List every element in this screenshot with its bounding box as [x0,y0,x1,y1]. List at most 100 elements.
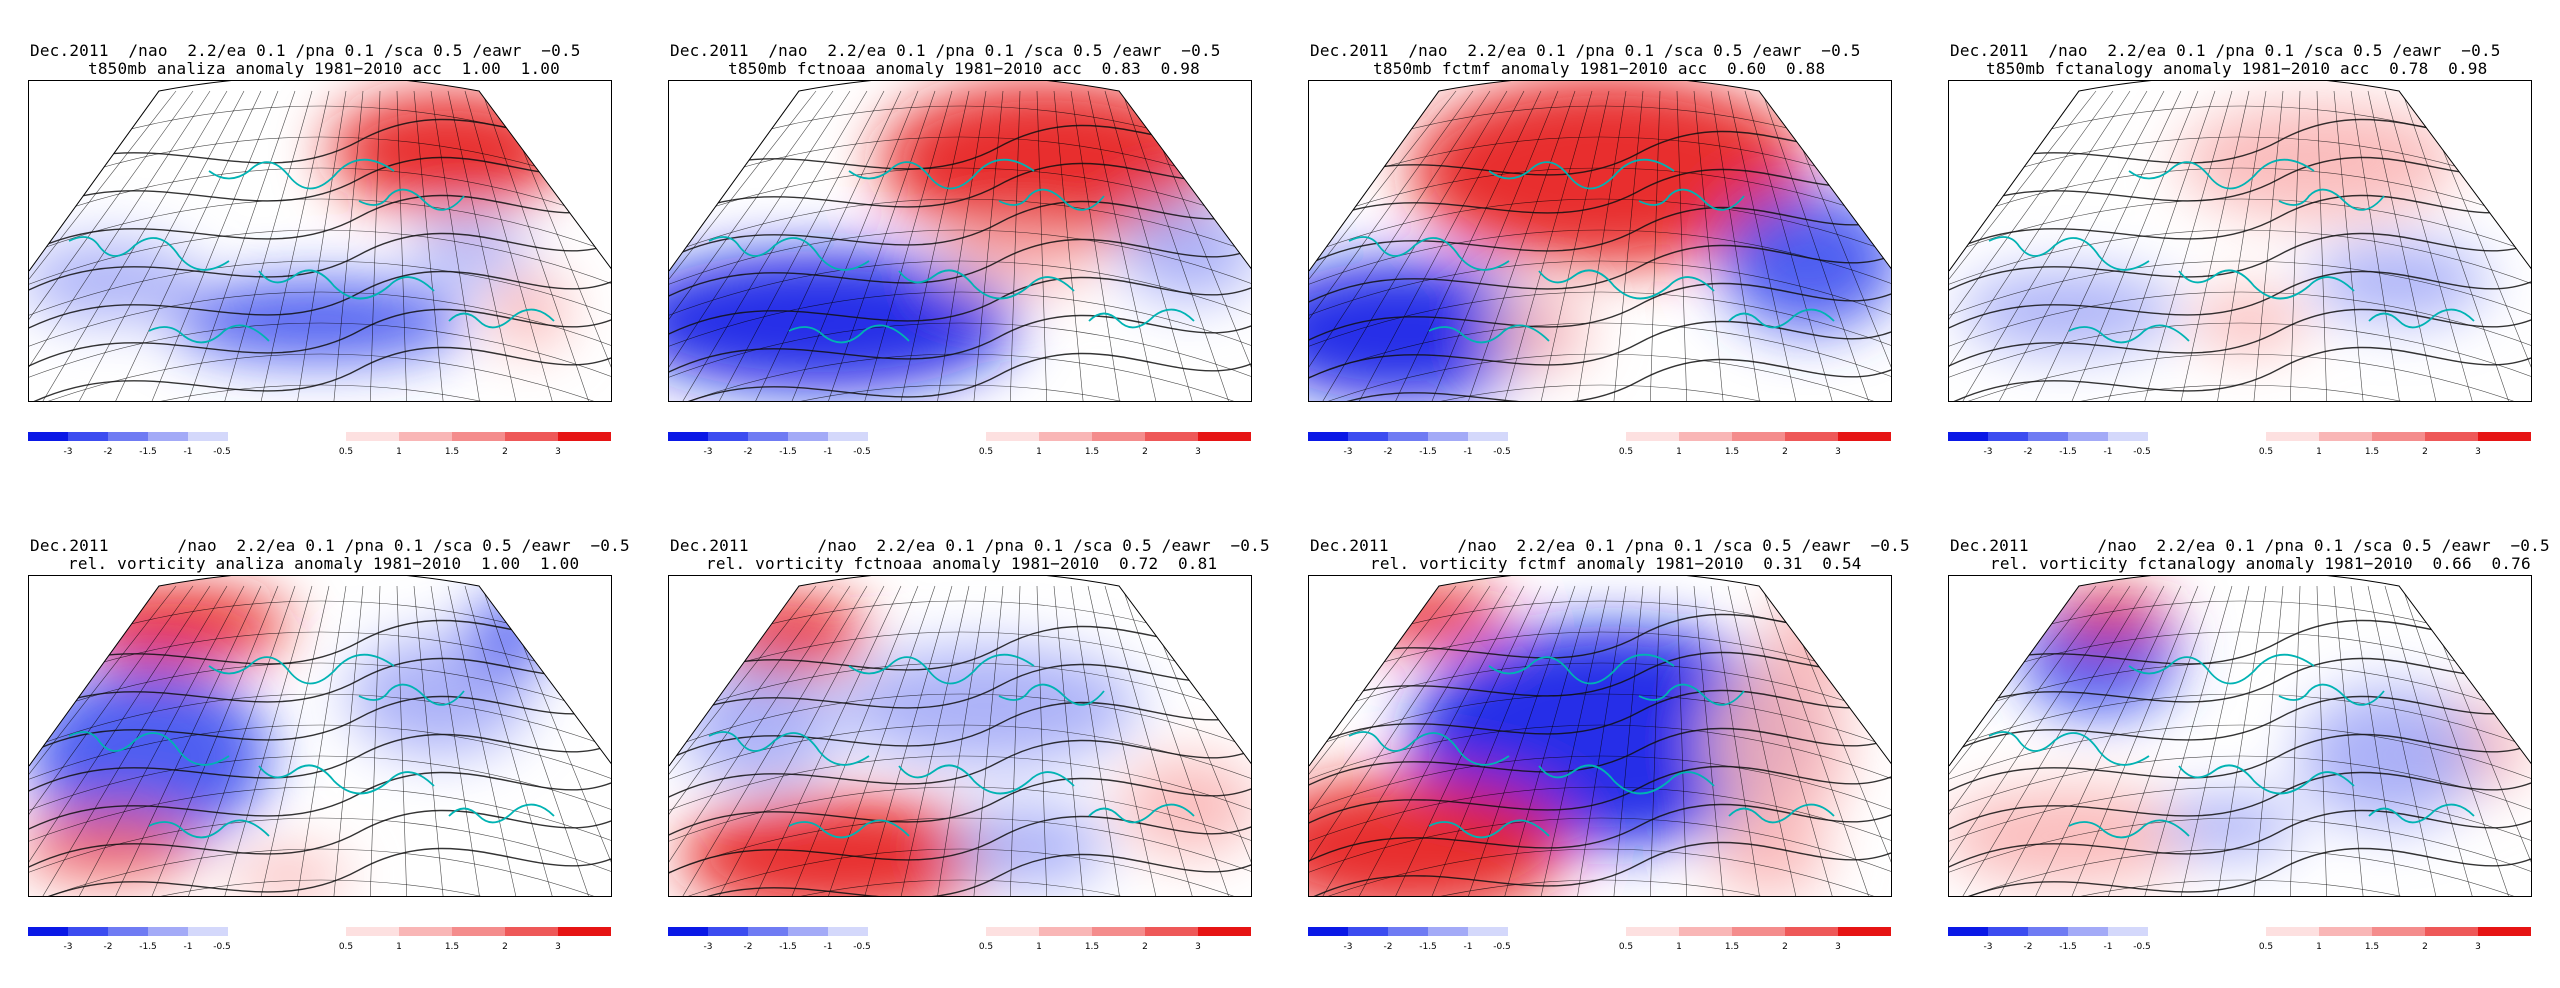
coastline [448,803,555,824]
colorbar-swatch [1092,432,1145,441]
anomaly-shade [709,596,869,676]
coastline [1538,269,1715,300]
colorbar-swatch [708,432,748,441]
colorbar-swatch [1039,432,1092,441]
anomaly-shade [1409,626,1809,846]
colorbar-swatch [399,432,452,441]
colorbar-svg: -3 -2 -1.5 -1 -0.5 0.5 1 1.5 2 3 [28,927,611,952]
colorbar-tick-label: -3 [64,447,73,457]
colorbar-swatch [1988,927,2028,936]
colorbar-tick-label: 1.5 [1085,942,1099,952]
title-line-1: Dec.2011 /nao 2.2/ea 0.1 /pna 0.1 /sca 0… [1310,536,1910,555]
colorbar-tick-label: 1.5 [2365,447,2379,457]
map-panel-t850-analiza: Dec.2011 /nao 2.2/ea 0.1 /pna 0.1 /sca 0… [18,42,618,482]
map-panel-vort-fctnoaa: Dec.2011 /nao 2.2/ea 0.1 /pna 0.1 /sca 0… [658,537,1270,977]
anomaly-shade [949,806,1109,886]
coastline [448,308,555,329]
map-frame [28,80,612,402]
colorbar-tick-label: -1 [184,942,193,952]
colorbar-swatch [2068,927,2108,936]
coastline [1988,236,2150,271]
colorbar-tick-label: 2 [1142,447,1148,457]
colorbar-swatch [788,432,828,441]
coastline [148,324,270,344]
colorbar-tick-label: -3 [704,942,713,952]
colorbar-tick-label: -2 [1384,447,1393,457]
colorbar-tick-label: 1.5 [1725,942,1739,952]
colorbar-tick-label: 1.5 [445,942,459,952]
colorbar-swatch [1679,432,1732,441]
colorbar-swatch [1948,432,1988,441]
colorbar: -3 -2 -1.5 -1 -0.5 0.5 1 1.5 2 3 [1308,927,1892,957]
colorbar-swatch [2028,432,2068,441]
coastline [1538,764,1715,795]
colorbar-swatch [708,927,748,936]
colorbar-tick-label: -2 [2024,447,2033,457]
colorbar-tick-label: 1.5 [2365,942,2379,952]
coastline [1428,324,1550,344]
map-panel-vort-fctanalogy: Dec.2011 /nao 2.2/ea 0.1 /pna 0.1 /sca 0… [1938,537,2550,977]
title-line-2: rel. vorticity fctmf anomaly 1981−2010 0… [1370,554,1862,573]
colorbar-tick-label: -0.5 [1493,447,1511,457]
colorbar-tick-label: 1.5 [1725,447,1739,457]
colorbar-tick-label: 3 [1195,447,1201,457]
colorbar-swatch [1468,927,1508,936]
coastline [358,683,465,706]
colorbar-tick-label: -0.5 [213,447,231,457]
anomaly-shade [409,221,529,281]
anomaly-shade [1709,816,1829,896]
colorbar-swatch [108,432,148,441]
anomaly-shade [29,666,269,846]
anomaly-shade [1709,656,1849,836]
colorbar-tick-label: 1 [1036,447,1042,457]
coastline [1728,803,1835,824]
colorbar-tick-label: -2 [2024,942,2033,952]
colorbar-tick-label: -1 [2104,447,2113,457]
panel-title: Dec.2011 /nao 2.2/ea 0.1 /pna 0.1 /sca 0… [18,537,630,609]
coastline [788,324,910,344]
colorbar-tick-label: -2 [744,447,753,457]
colorbar-tick-label: 0.5 [2259,447,2273,457]
colorbar-swatch [1388,927,1428,936]
colorbar-tick-label: 3 [555,942,561,952]
coastline [2178,269,2355,300]
map-panel-vort-analiza: Dec.2011 /nao 2.2/ea 0.1 /pna 0.1 /sca 0… [18,537,630,977]
title-line-1: Dec.2011 /nao 2.2/ea 0.1 /pna 0.1 /sca 0… [670,41,1221,60]
colorbar-swatch [1388,432,1428,441]
colorbar-tick-label: -1 [1464,447,1473,457]
colorbar-svg: -3 -2 -1.5 -1 -0.5 0.5 1 1.5 2 3 [1948,927,2531,952]
colorbar-swatch [1679,927,1732,936]
colorbar-swatch [986,927,1039,936]
colorbar-swatch [1785,927,1838,936]
colorbar-swatch [1092,927,1145,936]
colorbar-swatch [2319,432,2372,441]
colorbar-swatch [1626,432,1679,441]
colorbar-swatch [558,432,611,441]
coastline [998,683,1105,706]
colorbar-swatch [346,432,399,441]
colorbar-tick-label: -2 [104,447,113,457]
colorbar-swatch [1308,927,1348,936]
colorbar-tick-label: -1 [1464,942,1473,952]
colorbar-tick-label: 1.5 [445,447,459,457]
colorbar-swatch [1348,432,1388,441]
coastline [2368,803,2475,824]
colorbar-swatch [68,927,108,936]
colorbar-swatch [748,432,788,441]
colorbar-tick-label: -1.5 [2059,942,2077,952]
colorbar-tick-label: 2 [502,447,508,457]
colorbar-swatch [1198,432,1251,441]
colorbar-swatch [2425,432,2478,441]
anomaly-map [29,576,611,896]
colorbar-tick-label: 0.5 [339,942,353,952]
colorbar-tick-label: 3 [1835,447,1841,457]
colorbar-tick-label: 1 [2316,942,2322,952]
anomaly-shade [2159,796,2299,856]
colorbar-swatch [452,927,505,936]
panel-title: Dec.2011 /nao 2.2/ea 0.1 /pna 0.1 /sca 0… [658,42,1258,114]
colorbar-swatch [28,927,68,936]
colorbar-tick-label: -1.5 [779,447,797,457]
coastline [848,653,1035,685]
colorbar-swatch [148,432,188,441]
colorbar-swatch [2478,432,2531,441]
